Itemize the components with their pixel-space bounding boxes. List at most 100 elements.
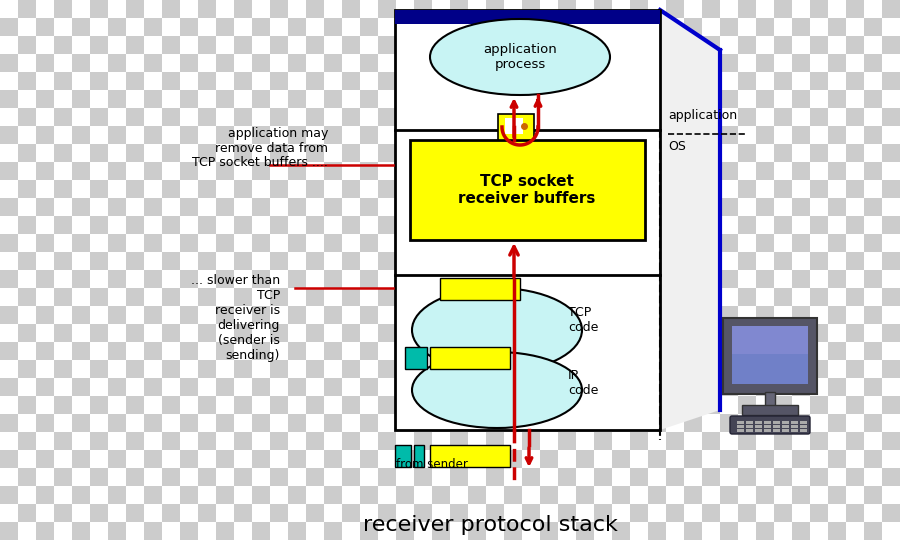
Bar xyxy=(36,162,54,180)
Bar xyxy=(252,432,270,450)
Bar xyxy=(396,234,414,252)
Bar xyxy=(270,360,288,378)
Bar xyxy=(720,504,738,522)
Bar xyxy=(738,522,756,540)
Bar xyxy=(324,72,342,90)
Bar xyxy=(504,18,522,36)
Bar xyxy=(720,324,738,342)
Bar xyxy=(756,342,774,360)
Bar xyxy=(360,396,378,414)
Bar xyxy=(342,126,360,144)
Bar xyxy=(702,486,720,504)
Bar xyxy=(450,234,468,252)
Bar xyxy=(0,396,18,414)
Bar xyxy=(270,468,288,486)
Bar xyxy=(108,378,126,396)
Bar xyxy=(846,270,864,288)
Bar xyxy=(828,450,846,468)
Bar xyxy=(432,216,450,234)
Bar xyxy=(864,126,882,144)
Bar xyxy=(468,0,486,18)
Bar xyxy=(432,306,450,324)
Bar xyxy=(378,504,396,522)
Bar xyxy=(414,126,432,144)
Bar xyxy=(90,180,108,198)
Bar xyxy=(737,421,744,424)
Bar xyxy=(648,288,666,306)
Bar xyxy=(594,468,612,486)
Bar xyxy=(198,414,216,432)
Bar xyxy=(90,72,108,90)
Bar xyxy=(882,486,900,504)
Bar xyxy=(504,432,522,450)
Bar xyxy=(288,378,306,396)
Bar xyxy=(162,108,180,126)
Bar xyxy=(846,72,864,90)
Bar xyxy=(540,36,558,54)
Bar xyxy=(828,378,846,396)
Bar xyxy=(684,414,702,432)
Bar xyxy=(126,432,144,450)
Bar xyxy=(504,360,522,378)
Bar xyxy=(432,36,450,54)
Bar xyxy=(612,306,630,324)
Bar xyxy=(720,378,738,396)
Bar xyxy=(144,36,162,54)
Bar xyxy=(630,522,648,540)
Bar xyxy=(72,108,90,126)
Bar xyxy=(540,144,558,162)
Bar xyxy=(684,0,702,18)
Bar xyxy=(738,90,756,108)
Bar xyxy=(666,0,684,18)
Bar xyxy=(612,162,630,180)
Bar xyxy=(342,90,360,108)
Bar xyxy=(342,252,360,270)
Bar xyxy=(90,126,108,144)
Bar xyxy=(666,288,684,306)
Bar xyxy=(90,198,108,216)
Bar xyxy=(522,216,540,234)
Bar xyxy=(270,234,288,252)
Bar xyxy=(0,0,18,18)
Bar xyxy=(468,54,486,72)
Bar xyxy=(126,324,144,342)
Bar xyxy=(378,342,396,360)
Bar xyxy=(396,144,414,162)
Bar xyxy=(0,18,18,36)
Bar xyxy=(702,432,720,450)
Bar xyxy=(666,522,684,540)
Bar xyxy=(450,450,468,468)
Bar xyxy=(702,36,720,54)
Bar xyxy=(234,450,252,468)
Bar xyxy=(0,252,18,270)
Bar xyxy=(540,162,558,180)
Bar xyxy=(90,486,108,504)
Bar xyxy=(306,126,324,144)
Bar xyxy=(216,126,234,144)
Bar xyxy=(396,54,414,72)
Bar xyxy=(270,162,288,180)
Bar xyxy=(432,396,450,414)
Bar xyxy=(612,252,630,270)
Bar xyxy=(162,18,180,36)
Bar xyxy=(666,360,684,378)
Bar xyxy=(756,252,774,270)
Bar xyxy=(36,288,54,306)
Bar xyxy=(18,180,36,198)
Bar xyxy=(792,468,810,486)
Bar xyxy=(522,162,540,180)
Bar xyxy=(180,144,198,162)
Bar xyxy=(846,234,864,252)
Bar xyxy=(450,414,468,432)
Bar xyxy=(648,252,666,270)
Bar xyxy=(630,288,648,306)
Bar xyxy=(18,288,36,306)
Bar xyxy=(378,36,396,54)
Bar xyxy=(774,72,792,90)
Bar xyxy=(738,432,756,450)
Bar xyxy=(702,234,720,252)
Bar xyxy=(450,342,468,360)
Bar xyxy=(234,306,252,324)
Bar xyxy=(36,504,54,522)
Bar xyxy=(486,270,504,288)
